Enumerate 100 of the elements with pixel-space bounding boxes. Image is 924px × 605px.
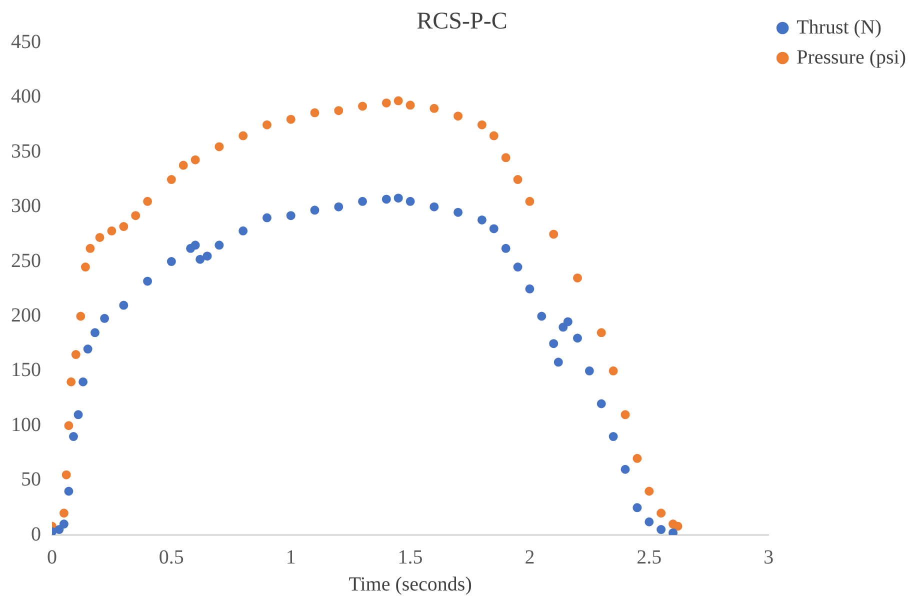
point bbox=[214, 240, 224, 250]
y-tick-label: 50 bbox=[21, 468, 41, 491]
point bbox=[334, 106, 344, 116]
point bbox=[394, 194, 403, 203]
point bbox=[119, 300, 128, 310]
point bbox=[238, 226, 248, 236]
point bbox=[166, 175, 176, 184]
point bbox=[489, 131, 498, 140]
point bbox=[310, 108, 320, 118]
point bbox=[513, 175, 522, 184]
point bbox=[358, 196, 368, 206]
x-tick-label: 1.5 bbox=[398, 546, 423, 568]
point bbox=[632, 503, 642, 512]
point bbox=[196, 254, 205, 264]
point bbox=[143, 276, 152, 286]
point bbox=[190, 240, 200, 250]
point bbox=[501, 244, 510, 253]
point bbox=[549, 230, 558, 239]
point bbox=[100, 314, 110, 323]
point bbox=[489, 224, 498, 234]
point bbox=[477, 215, 486, 224]
point bbox=[64, 486, 74, 496]
point bbox=[166, 257, 176, 266]
point bbox=[238, 131, 248, 140]
point bbox=[406, 196, 415, 206]
y-tick-label: 0 bbox=[31, 523, 41, 546]
legend-label: Pressure (psi) bbox=[796, 46, 906, 68]
point bbox=[86, 244, 95, 253]
point bbox=[656, 525, 666, 534]
point bbox=[644, 517, 654, 526]
point bbox=[620, 410, 630, 420]
point bbox=[620, 464, 630, 474]
point bbox=[525, 196, 534, 206]
point bbox=[334, 202, 344, 212]
point bbox=[644, 486, 654, 496]
point bbox=[76, 312, 86, 321]
point bbox=[656, 508, 666, 518]
y-tick-label: 400 bbox=[11, 86, 41, 108]
point bbox=[554, 358, 563, 367]
point bbox=[525, 284, 534, 294]
point bbox=[513, 262, 522, 272]
point bbox=[673, 522, 682, 531]
point bbox=[596, 399, 606, 408]
point bbox=[406, 100, 415, 110]
x-tick-label: 1 bbox=[286, 546, 296, 568]
point bbox=[430, 104, 439, 113]
point bbox=[286, 211, 296, 220]
point bbox=[69, 432, 78, 442]
point bbox=[608, 432, 618, 442]
point bbox=[537, 312, 546, 321]
point bbox=[54, 525, 64, 534]
point bbox=[563, 317, 572, 326]
point bbox=[59, 520, 68, 529]
point bbox=[358, 102, 368, 111]
y-tick-label: 450 bbox=[11, 31, 41, 54]
point bbox=[80, 262, 90, 272]
y-tick-label: 100 bbox=[11, 414, 41, 436]
point bbox=[119, 222, 128, 232]
point bbox=[572, 273, 582, 282]
chart-title: RCS-P-C bbox=[416, 8, 508, 35]
point bbox=[394, 96, 403, 106]
point bbox=[190, 155, 200, 164]
point bbox=[454, 112, 463, 121]
point bbox=[83, 344, 92, 354]
point bbox=[131, 211, 140, 220]
point bbox=[62, 470, 71, 480]
point bbox=[501, 153, 510, 162]
point bbox=[178, 160, 188, 170]
point bbox=[214, 142, 224, 152]
point bbox=[59, 508, 68, 518]
y-tick-label: 350 bbox=[11, 140, 41, 162]
legend-label: Thrust (N) bbox=[796, 16, 882, 38]
point bbox=[572, 334, 582, 343]
point bbox=[668, 528, 678, 535]
y-tick-label: 250 bbox=[11, 250, 41, 272]
point bbox=[477, 120, 486, 130]
point bbox=[608, 366, 618, 376]
point bbox=[107, 226, 116, 236]
point bbox=[382, 194, 391, 204]
point bbox=[286, 114, 296, 124]
point bbox=[202, 252, 212, 261]
point bbox=[632, 454, 642, 463]
point bbox=[382, 98, 391, 108]
point bbox=[71, 350, 80, 360]
point bbox=[430, 202, 439, 212]
x-tick-label: 0.5 bbox=[158, 546, 184, 568]
x-tick-label: 0 bbox=[47, 546, 57, 568]
point bbox=[262, 213, 272, 222]
point bbox=[143, 196, 152, 206]
point bbox=[74, 410, 83, 420]
point bbox=[90, 328, 100, 338]
x-tick-label: 2 bbox=[524, 546, 535, 568]
point bbox=[310, 206, 320, 215]
point bbox=[596, 328, 606, 338]
point bbox=[549, 339, 558, 348]
point bbox=[66, 377, 76, 386]
y-tick-label: 300 bbox=[11, 195, 41, 218]
x-tick-label: 2.5 bbox=[636, 546, 662, 568]
point bbox=[95, 232, 104, 242]
point bbox=[262, 120, 272, 130]
